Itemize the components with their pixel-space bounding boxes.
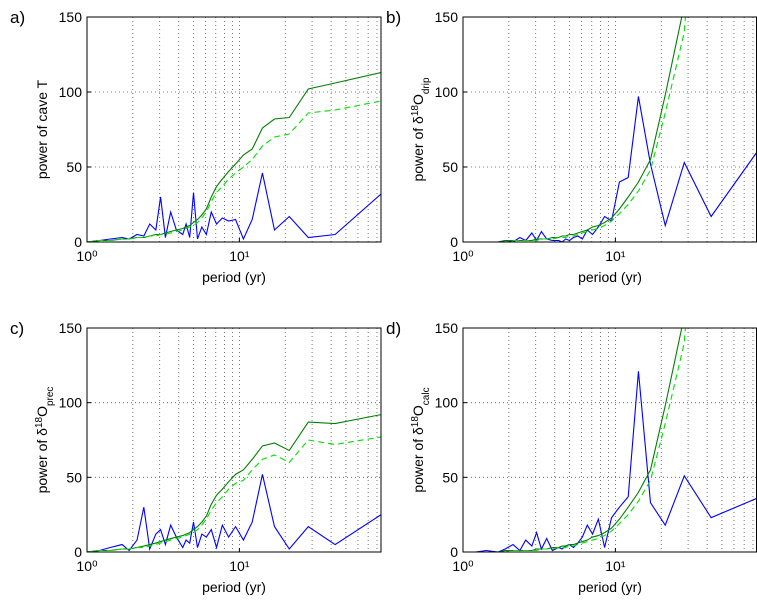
y-axis-label-part: prec xyxy=(45,387,56,406)
y-axis-label-part: 18 xyxy=(410,416,421,428)
y-axis-label-part: calc xyxy=(421,387,432,405)
y-tick-label: 50 xyxy=(66,469,82,485)
y-tick-label: 150 xyxy=(59,9,83,25)
y-tick-label: 100 xyxy=(435,84,459,100)
x-axis-label: period (yr) xyxy=(578,579,642,595)
x-tick-label: 10¹ xyxy=(605,558,626,574)
plot-frame xyxy=(86,16,382,243)
x-tick-label: 10¹ xyxy=(605,248,626,264)
y-tick-label: 50 xyxy=(442,469,458,485)
y-tick-label: 0 xyxy=(74,234,82,250)
y-axis-label-part: 18 xyxy=(34,416,45,428)
panel: 0 50 100 150 10⁰ 10¹ d) period (yr) power of δ18… xyxy=(386,319,757,595)
y-axis-label-part: O xyxy=(410,94,426,105)
series-line xyxy=(87,436,381,552)
x-tick-label: 10¹ xyxy=(229,248,250,264)
y-axis-label-part: drip xyxy=(421,77,432,94)
panel-label: b) xyxy=(386,8,401,27)
plot-frame xyxy=(86,327,382,553)
x-tick-label: 10⁰ xyxy=(452,558,474,574)
series-line xyxy=(463,17,686,242)
y-axis-label-part: power of δ xyxy=(410,427,426,493)
y-axis-label-part: power of δ xyxy=(410,116,426,182)
panel: 0 50 100 150 10⁰ 10¹ b) period (yr) power of δ18… xyxy=(386,8,757,285)
y-axis-label: power of δ18Odrip xyxy=(410,77,432,182)
x-tick-label: 10⁰ xyxy=(76,558,98,574)
y-tick-label: 100 xyxy=(59,395,83,411)
y-axis-label-part: power of cave T xyxy=(34,79,50,179)
y-axis-label-part: O xyxy=(410,405,426,416)
series-line xyxy=(463,96,757,242)
x-axis-label: period (yr) xyxy=(578,269,642,285)
x-axis-label: period (yr) xyxy=(202,269,266,285)
series-line xyxy=(87,474,381,552)
panel: 0 50 100 150 10⁰ 10¹ a) period (yr) power of cav… xyxy=(10,8,382,285)
series-line xyxy=(87,172,381,242)
y-axis-label: power of cave T xyxy=(34,79,50,179)
x-tick-label: 10¹ xyxy=(229,558,250,574)
y-tick-label: 100 xyxy=(435,395,459,411)
x-tick-label: 10⁰ xyxy=(452,248,474,264)
y-tick-label: 150 xyxy=(435,320,459,336)
y-tick-label: 150 xyxy=(59,320,83,336)
panel: 0 50 100 150 10⁰ 10¹ c) period (yr) power of δ18… xyxy=(10,319,382,595)
y-tick-label: 50 xyxy=(442,159,458,175)
series-line xyxy=(463,328,686,552)
y-axis-label: power of δ18Oprec xyxy=(34,387,56,494)
panel-label: a) xyxy=(10,8,25,27)
y-tick-label: 50 xyxy=(66,159,82,175)
y-tick-label: 0 xyxy=(450,234,458,250)
series-line xyxy=(463,371,757,552)
y-tick-label: 100 xyxy=(59,84,83,100)
y-tick-label: 150 xyxy=(435,9,459,25)
x-tick-label: 10⁰ xyxy=(76,248,98,264)
panel-label: c) xyxy=(10,319,24,338)
x-axis-label: period (yr) xyxy=(202,579,266,595)
series-line xyxy=(87,71,381,242)
series-line xyxy=(87,414,381,552)
y-tick-label: 0 xyxy=(74,544,82,560)
series-line xyxy=(87,100,381,242)
series-line xyxy=(463,17,683,242)
plot-frame xyxy=(462,16,757,243)
y-axis-label-part: O xyxy=(34,406,50,417)
y-axis-label-part: power of δ xyxy=(34,428,50,494)
y-tick-label: 0 xyxy=(450,544,458,560)
y-axis-label: power of δ18Ocalc xyxy=(410,387,432,492)
panel-label: d) xyxy=(386,319,401,338)
plot-frame xyxy=(462,327,757,553)
y-axis-label-part: 18 xyxy=(410,105,421,117)
